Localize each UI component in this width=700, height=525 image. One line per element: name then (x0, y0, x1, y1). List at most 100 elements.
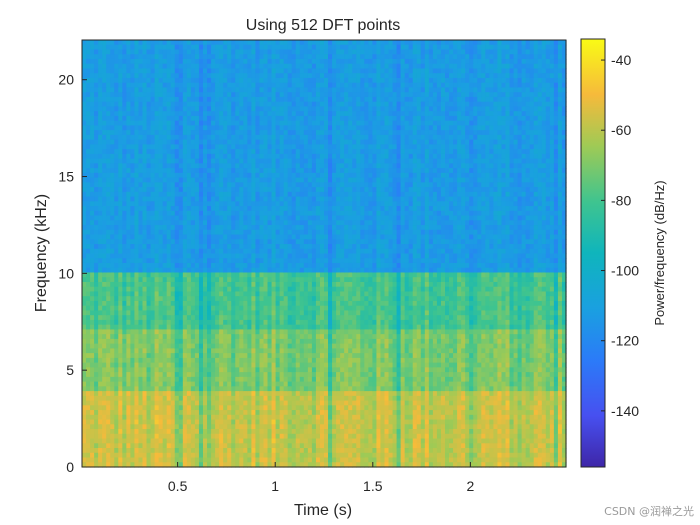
heatmap-cell (267, 134, 273, 141)
heatmap-cell (126, 210, 131, 217)
heatmap-cell (182, 372, 188, 378)
heatmap-cell (118, 414, 123, 421)
heatmap-cell (207, 315, 212, 321)
heatmap-cell (287, 58, 293, 65)
heatmap-cell (227, 367, 232, 373)
heatmap-cell (178, 206, 184, 212)
heatmap-cell (295, 362, 301, 368)
heatmap-cell (134, 220, 140, 226)
heatmap-cell (198, 424, 204, 430)
heatmap-cell (235, 248, 240, 255)
heatmap-cell (291, 54, 297, 60)
heatmap-cell (275, 452, 281, 459)
heatmap-cell (247, 206, 252, 212)
heatmap-cell (126, 348, 131, 354)
heatmap-cell (94, 54, 99, 60)
heatmap-cell (90, 54, 95, 60)
heatmap-cell (154, 106, 160, 112)
heatmap-cell (94, 187, 99, 193)
heatmap-cell (287, 357, 293, 364)
heatmap-cell (82, 448, 87, 454)
heatmap-cell (138, 225, 144, 231)
heatmap-cell (255, 177, 261, 183)
heatmap-cell (251, 381, 257, 387)
heatmap-cell (291, 215, 297, 221)
heatmap-cell (263, 144, 269, 150)
heatmap-cell (275, 187, 281, 193)
heatmap-cell (178, 429, 184, 435)
heatmap-cell (122, 63, 127, 70)
heatmap-cell (303, 158, 309, 164)
heatmap-cell (158, 391, 164, 397)
heatmap-cell (110, 324, 115, 331)
heatmap-cell (271, 58, 277, 65)
heatmap-cell (118, 405, 123, 411)
heatmap-cell (94, 267, 99, 274)
heatmap-cell (154, 462, 160, 468)
heatmap-cell (303, 44, 309, 51)
heatmap-cell (295, 63, 301, 70)
heatmap-cell (223, 87, 228, 93)
heatmap-cell (118, 220, 123, 226)
heatmap-cell (150, 210, 156, 217)
heatmap-cell (303, 258, 309, 264)
heatmap-cell (271, 395, 277, 402)
heatmap-cell (239, 357, 244, 364)
heatmap-cell (194, 291, 200, 297)
heatmap-cell (158, 191, 164, 198)
heatmap-cell (82, 462, 87, 468)
heatmap-cell (166, 158, 172, 164)
heatmap-cell (223, 101, 228, 108)
heatmap-cell (158, 68, 164, 74)
heatmap-cell (118, 334, 123, 340)
heatmap-cell (126, 125, 131, 131)
heatmap-cell (130, 253, 136, 259)
heatmap-cell (90, 196, 95, 202)
heatmap-cell (231, 115, 236, 122)
heatmap-cell (251, 244, 257, 250)
heatmap-cell (126, 158, 131, 164)
heatmap-cell (287, 229, 293, 236)
heatmap-cell (219, 111, 224, 117)
heatmap-cell (166, 101, 172, 108)
heatmap-cell (259, 457, 265, 463)
heatmap-cell (303, 106, 309, 112)
heatmap-cell (231, 229, 236, 236)
heatmap-cell (198, 414, 204, 421)
heatmap-cell (211, 391, 216, 397)
heatmap-cell (134, 130, 140, 136)
heatmap-cell (215, 291, 220, 297)
heatmap-cell (178, 163, 184, 169)
heatmap-cell (243, 234, 248, 240)
heatmap-cell (227, 220, 232, 226)
heatmap-cell (178, 410, 184, 416)
heatmap-cell (239, 253, 244, 259)
heatmap-cell (231, 158, 236, 164)
heatmap-cell (166, 215, 172, 221)
heatmap-cell (291, 106, 297, 112)
heatmap-cell (215, 220, 220, 226)
heatmap-cell (182, 182, 188, 188)
heatmap-cell (211, 125, 216, 131)
heatmap-cell (110, 281, 115, 288)
heatmap-cell (186, 125, 192, 131)
heatmap-cell (223, 44, 228, 51)
heatmap-cell (126, 372, 131, 378)
heatmap-cell (126, 391, 131, 397)
heatmap-cell (303, 139, 309, 145)
heatmap-cell (259, 367, 265, 373)
heatmap-cell (166, 324, 172, 331)
heatmap-cell (239, 172, 244, 179)
heatmap-cell (275, 177, 281, 183)
heatmap-cell (279, 158, 285, 164)
heatmap-cell (158, 381, 164, 387)
heatmap-cell (303, 220, 309, 226)
heatmap-cell (190, 405, 196, 411)
heatmap-cell (287, 448, 293, 454)
heatmap-cell (247, 134, 252, 141)
heatmap-cell (182, 281, 188, 288)
heatmap-cell (211, 239, 216, 245)
heatmap-cell (174, 206, 180, 212)
heatmap-cell (110, 376, 115, 383)
heatmap-cell (146, 115, 152, 122)
